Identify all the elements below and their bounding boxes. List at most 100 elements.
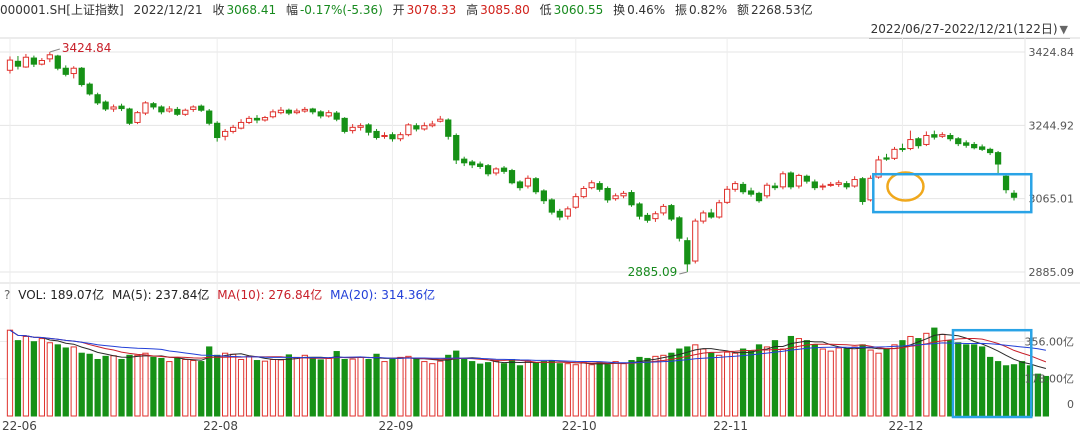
price-tick-label: 2885.09	[1029, 266, 1075, 279]
candle-body	[620, 192, 627, 197]
candle-body	[947, 134, 954, 140]
candle-body	[931, 134, 938, 138]
volume-bar	[6, 329, 14, 417]
volume-bar	[118, 358, 125, 417]
candle-body	[963, 142, 970, 146]
help-icon[interactable]: ?	[4, 288, 11, 302]
volume-bar	[38, 338, 45, 417]
candle-body	[70, 67, 77, 75]
volume-bar	[46, 342, 53, 417]
candle-body	[492, 168, 500, 174]
volume-bar	[269, 358, 277, 417]
candle-body	[891, 148, 898, 159]
candle-body	[38, 59, 45, 65]
candle-body	[644, 214, 651, 221]
volume-bar	[875, 352, 882, 417]
candle-body	[14, 60, 22, 67]
candle-body	[827, 183, 834, 186]
candle-body	[731, 183, 739, 190]
ma20-value: MA(20): 314.36亿	[330, 288, 436, 302]
price-tick-label: 3244.92	[1029, 119, 1075, 132]
volume-bar	[397, 356, 404, 417]
low-value: 3060.55	[553, 3, 604, 17]
volume-bar	[955, 342, 962, 417]
high-annotation-pointer	[49, 48, 60, 53]
volume-bar	[731, 352, 739, 417]
candle-body	[30, 57, 38, 65]
volume-bar	[461, 358, 468, 417]
volume-bar	[285, 354, 293, 417]
volume-bar	[596, 362, 603, 417]
candle-body	[1002, 175, 1010, 191]
x-tick-label: 22-08	[203, 419, 238, 433]
ma20-line	[9, 329, 1046, 364]
candle-body	[899, 148, 906, 151]
amplitude-value: 0.82%	[689, 3, 728, 17]
candle-body	[508, 170, 516, 184]
candle-body	[676, 217, 683, 239]
candle-body	[971, 143, 978, 149]
candle-body	[333, 112, 340, 120]
volume-bar	[652, 355, 659, 417]
volume-bar	[986, 356, 994, 417]
volume-bar	[198, 361, 205, 417]
volume-bar	[819, 348, 826, 417]
volume-bar	[931, 327, 938, 417]
candle-body	[373, 130, 380, 139]
candle-body	[429, 123, 436, 127]
volume-bar	[763, 346, 771, 417]
candle-body	[747, 190, 755, 195]
candle-body	[453, 134, 460, 161]
volume-bar	[365, 358, 372, 417]
volume-bars	[6, 327, 1050, 417]
candle-body	[939, 134, 946, 137]
volume-bar	[540, 361, 548, 417]
candle-body	[755, 192, 763, 202]
volume-bar	[134, 354, 141, 417]
moving-average-lines	[9, 329, 1047, 369]
candle-body	[190, 106, 197, 110]
volume-bar	[787, 335, 795, 417]
open-label: 开	[392, 3, 405, 17]
candle-body	[580, 187, 587, 198]
candle-body	[245, 117, 253, 123]
candle-body	[875, 159, 882, 178]
volume-bar	[628, 360, 635, 417]
volume-bar	[779, 348, 787, 417]
volume-bar	[939, 333, 946, 417]
volume-bar	[492, 360, 500, 417]
candle-body	[811, 181, 818, 189]
volume-bar	[405, 355, 412, 417]
candle-body	[779, 173, 787, 188]
candle-body	[540, 190, 548, 202]
volume-bar	[437, 360, 444, 417]
candle-body	[684, 240, 691, 265]
candle-body	[628, 192, 635, 206]
volume-bar	[190, 360, 197, 417]
volume-bar	[341, 358, 348, 417]
volume-bar	[564, 363, 571, 417]
candle-body	[1010, 192, 1018, 198]
volume-bar	[524, 360, 532, 417]
low-label: 低	[539, 3, 552, 17]
candle-body	[437, 118, 444, 122]
candle-body	[708, 212, 715, 218]
volume-bar	[835, 347, 842, 417]
candle-body	[158, 106, 165, 113]
x-tick-label: 22-12	[888, 419, 923, 433]
volume-bar	[206, 346, 213, 417]
candle-body	[835, 182, 842, 185]
volume-bar	[644, 357, 651, 417]
volume-bar	[222, 352, 229, 417]
volume-bar	[724, 351, 731, 417]
candle-body	[293, 110, 300, 114]
candle-body	[819, 185, 826, 188]
candle-body	[588, 182, 595, 189]
candle-body	[325, 112, 332, 117]
volume-bar	[668, 352, 675, 417]
volume-bar	[771, 340, 779, 417]
volume-bar	[612, 361, 619, 417]
volume-bar	[253, 360, 261, 417]
volume-bar	[708, 352, 715, 417]
turnover-label: 换	[613, 3, 626, 17]
